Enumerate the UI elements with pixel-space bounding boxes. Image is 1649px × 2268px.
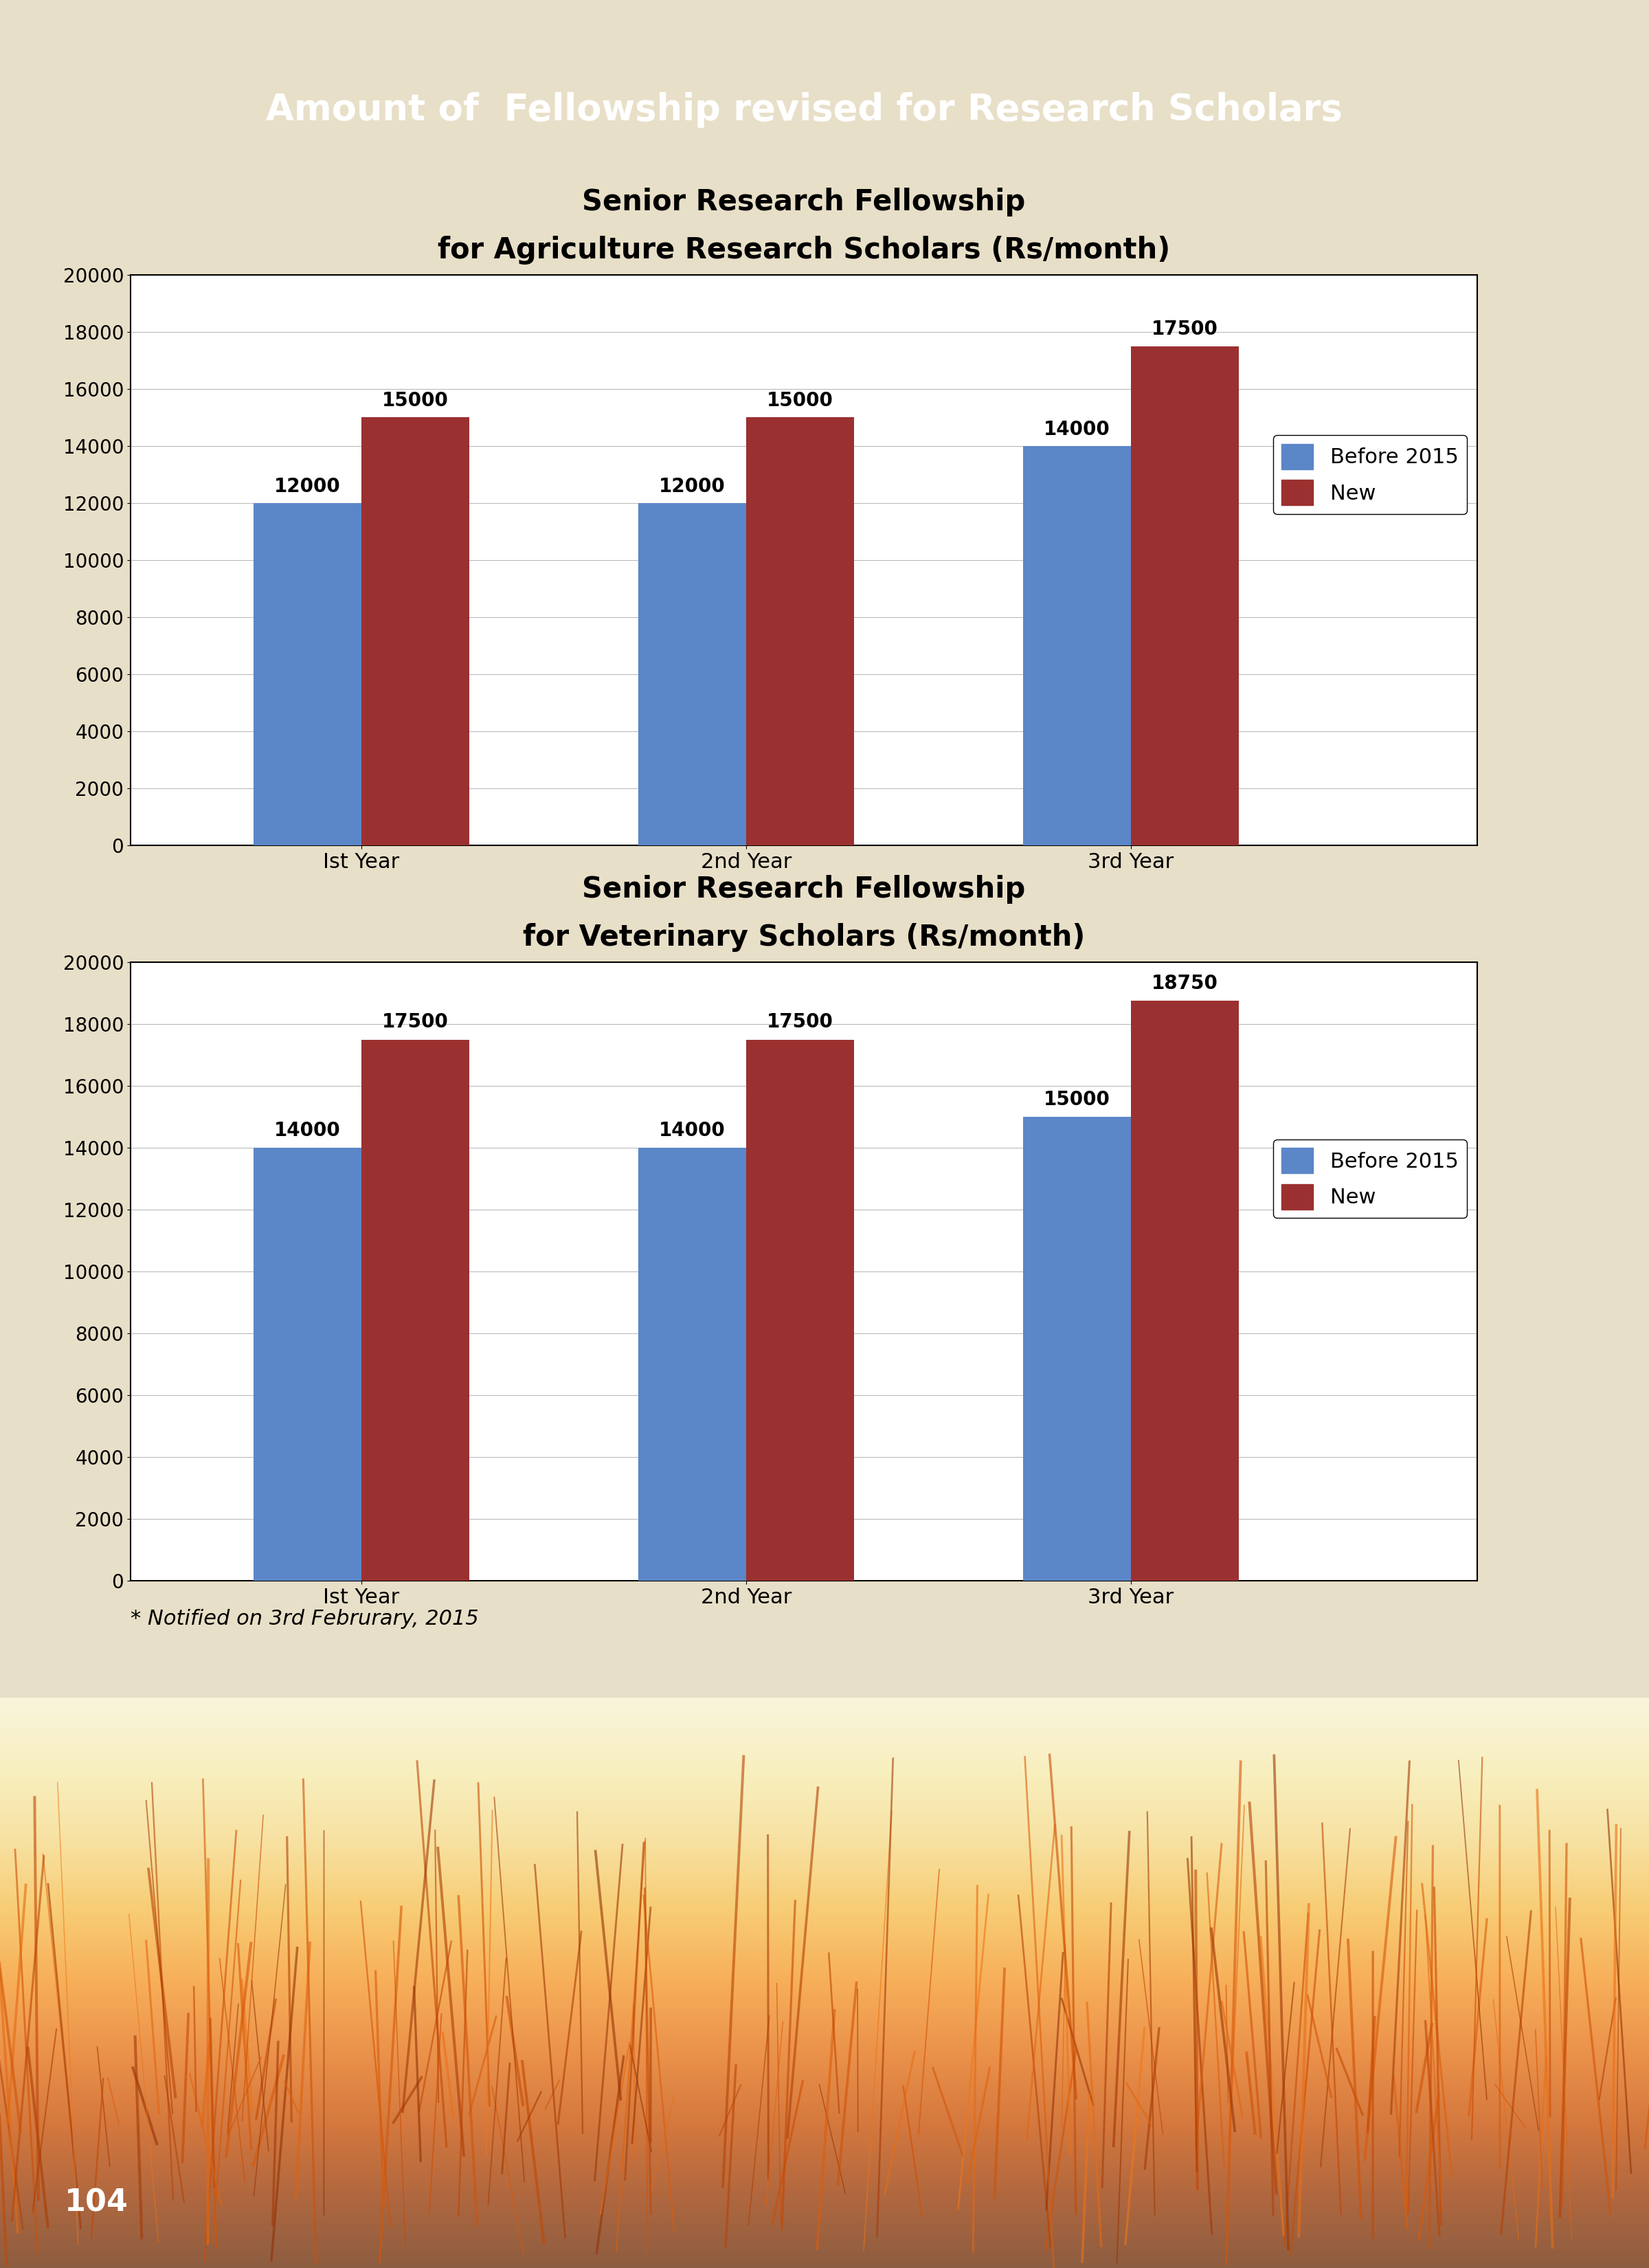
Text: 17500: 17500: [383, 1012, 449, 1032]
Text: 17500: 17500: [1151, 320, 1219, 340]
Bar: [1022, 1116, 1131, 1581]
Text: 12000: 12000: [660, 476, 726, 497]
Bar: [254, 503, 361, 846]
Bar: [1131, 1000, 1238, 1581]
Bar: [361, 1039, 468, 1581]
Text: 104: 104: [64, 2189, 129, 2218]
Text: Senior Research Fellowship: Senior Research Fellowship: [582, 875, 1026, 905]
Text: 18750: 18750: [1151, 973, 1219, 993]
Text: 14000: 14000: [1044, 420, 1110, 440]
Text: 15000: 15000: [767, 390, 833, 411]
Text: 15000: 15000: [1044, 1091, 1110, 1109]
Text: Amount of  Fellowship revised for Research Scholars: Amount of Fellowship revised for Researc…: [265, 93, 1342, 127]
Text: 14000: 14000: [660, 1120, 726, 1141]
Text: for Agriculture Research Scholars (Rs/month): for Agriculture Research Scholars (Rs/mo…: [437, 236, 1171, 265]
Bar: [1022, 447, 1131, 846]
Bar: [638, 1148, 745, 1581]
Bar: [1131, 347, 1238, 846]
Legend: Before 2015, New: Before 2015, New: [1273, 435, 1466, 515]
Bar: [638, 503, 745, 846]
Text: for Veterinary Scholars (Rs/month): for Veterinary Scholars (Rs/month): [523, 923, 1085, 953]
Text: 12000: 12000: [274, 476, 341, 497]
Text: * Notified on 3rd Februrary, 2015: * Notified on 3rd Februrary, 2015: [130, 1608, 478, 1628]
Legend: Before 2015, New: Before 2015, New: [1273, 1139, 1466, 1218]
Bar: [254, 1148, 361, 1581]
Text: 14000: 14000: [274, 1120, 341, 1141]
Text: 15000: 15000: [383, 390, 449, 411]
Bar: [745, 417, 854, 846]
Text: Senior Research Fellowship: Senior Research Fellowship: [582, 188, 1026, 218]
Bar: [361, 417, 468, 846]
Text: 17500: 17500: [767, 1012, 833, 1032]
Bar: [745, 1039, 854, 1581]
